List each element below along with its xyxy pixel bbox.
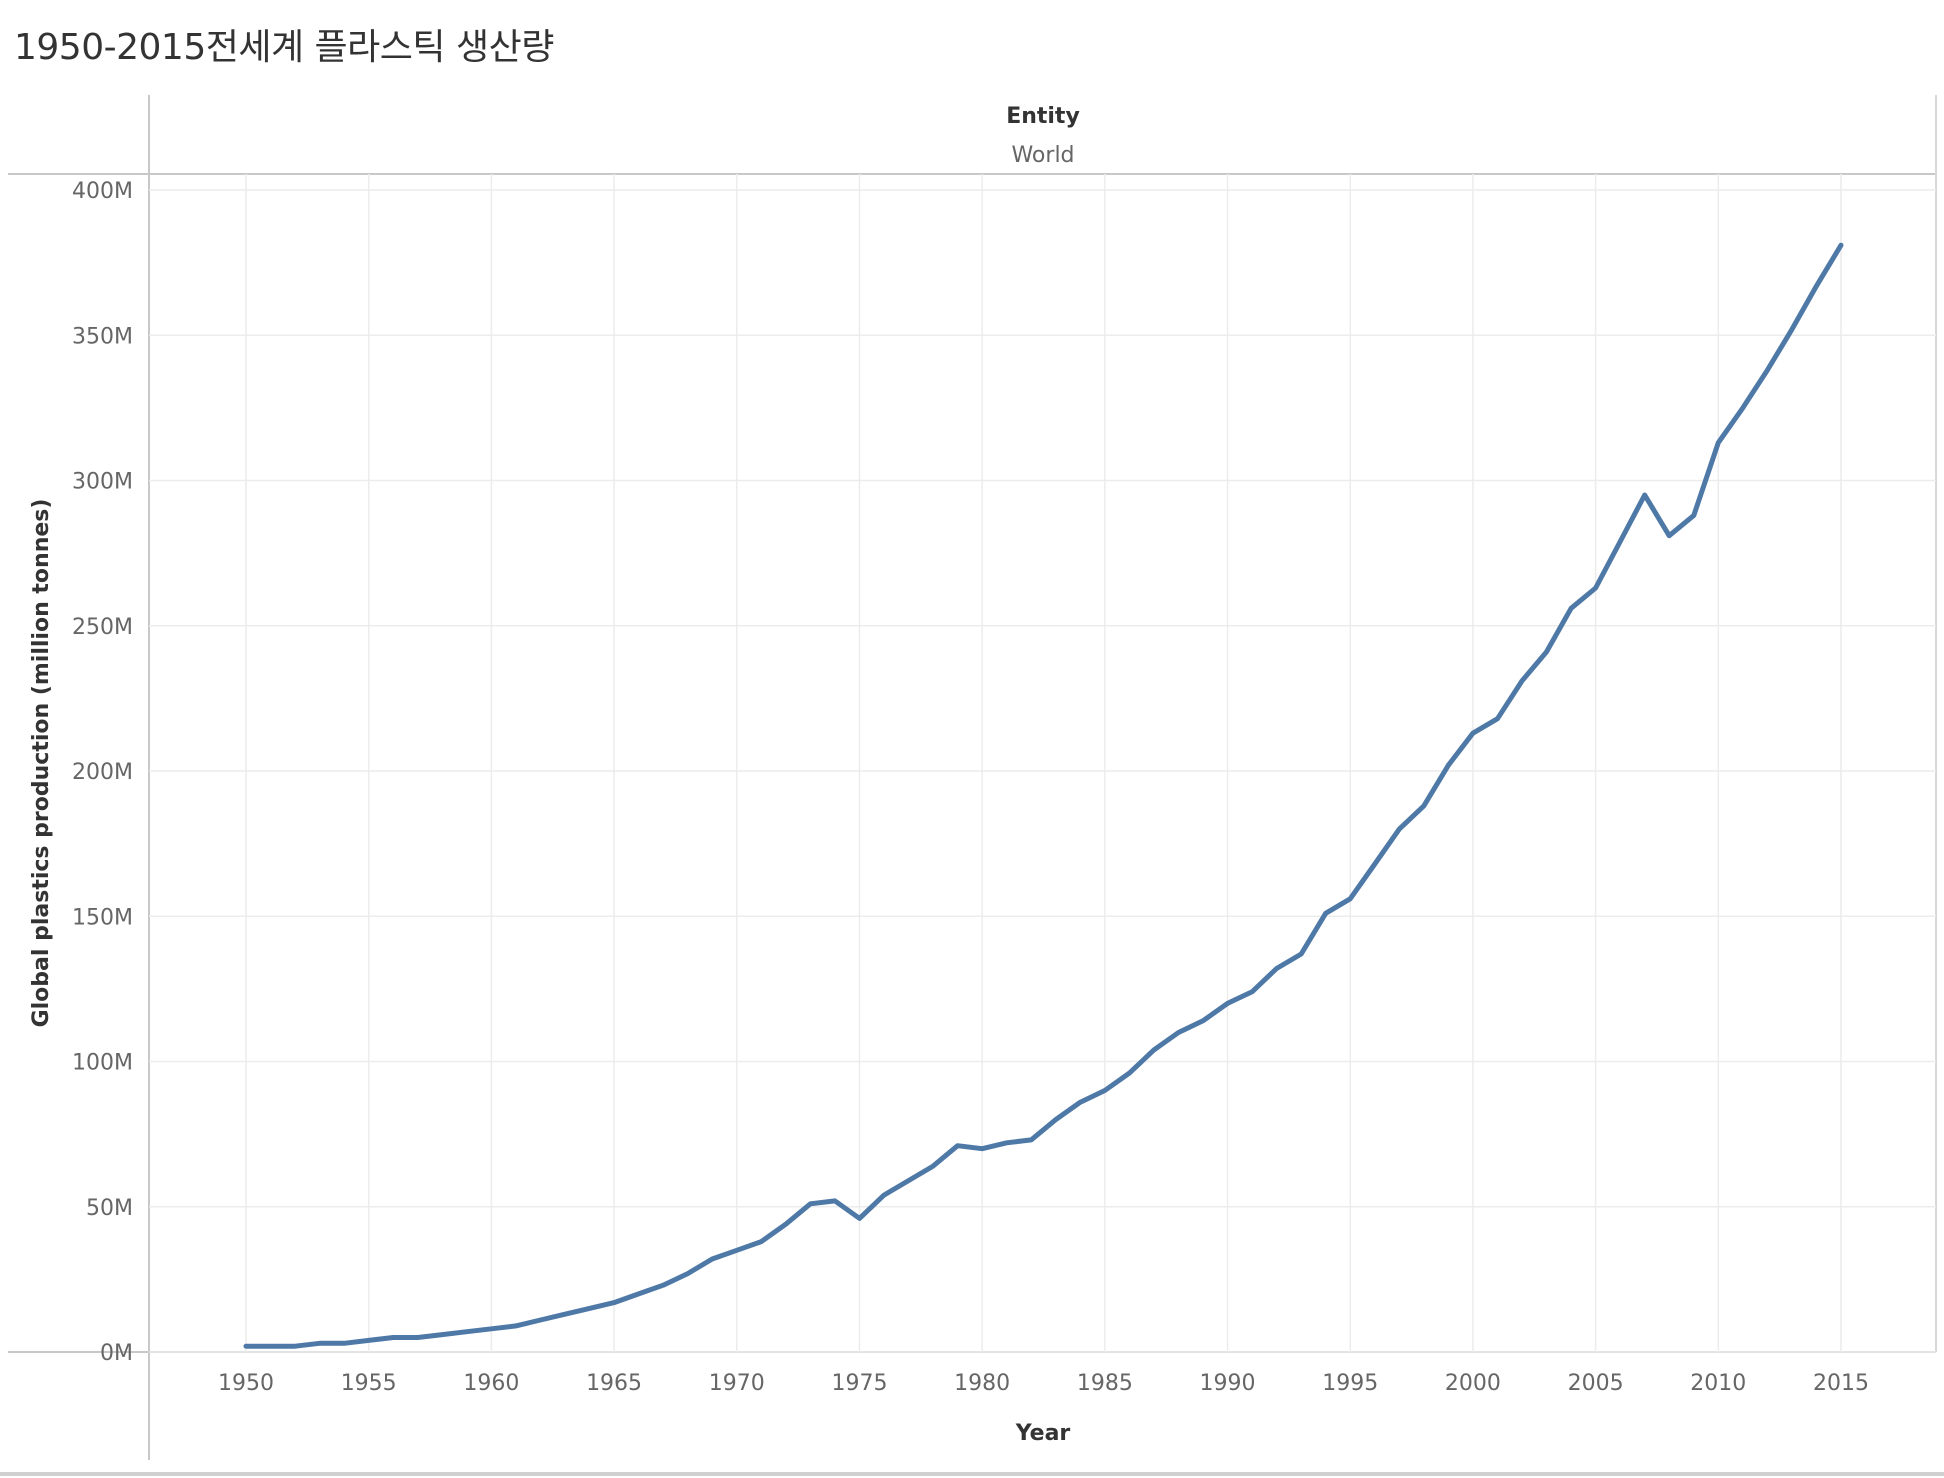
y-tick-label: 150M bbox=[72, 905, 133, 930]
x-tick-label: 1995 bbox=[1322, 1371, 1378, 1396]
series-line bbox=[243, 242, 1844, 1349]
x-tick-label: 2015 bbox=[1813, 1371, 1869, 1396]
x-tick-label: 1950 bbox=[218, 1371, 274, 1396]
x-tick-label: 1990 bbox=[1200, 1371, 1256, 1396]
header-field-label: Entity bbox=[1006, 104, 1080, 129]
x-tick-label: 1970 bbox=[709, 1371, 765, 1396]
x-tick-label: 2000 bbox=[1445, 1371, 1501, 1396]
grid bbox=[149, 174, 1936, 1353]
y-tick-label: 350M bbox=[72, 324, 133, 349]
x-tick-label: 1975 bbox=[831, 1371, 887, 1396]
y-tick-label: 50M bbox=[86, 1196, 133, 1221]
chart-title: 1950-2015전세계 플라스틱 생산량 bbox=[14, 27, 554, 68]
header-field-value: World bbox=[1011, 143, 1074, 168]
x-tick-label: 1960 bbox=[463, 1371, 519, 1396]
y-tick-label: 250M bbox=[72, 615, 133, 640]
x-tick-label: 2005 bbox=[1568, 1371, 1624, 1396]
series-group bbox=[243, 242, 1844, 1349]
y-axis-ticks: 0M 50M 100M 150M 200M 250M 300M 350M 400M bbox=[72, 179, 133, 1366]
y-tick-label: 200M bbox=[72, 760, 133, 785]
x-axis-ticks: 1950 1955 1960 1965 1970 1975 1980 1985 1990 1995… bbox=[218, 1371, 1869, 1396]
y-tick-label: 400M bbox=[72, 179, 133, 204]
y-tick-label: 0M bbox=[100, 1341, 133, 1366]
x-tick-label: 1955 bbox=[341, 1371, 397, 1396]
x-axis-title: Year bbox=[1015, 1421, 1071, 1446]
x-tick-label: 2010 bbox=[1690, 1371, 1746, 1396]
x-tick-label: 1980 bbox=[954, 1371, 1010, 1396]
y-tick-label: 100M bbox=[72, 1051, 133, 1076]
y-axis-title: Global plastics production (million tonn… bbox=[29, 499, 54, 1028]
y-tick-label: 300M bbox=[72, 470, 133, 495]
x-tick-label: 1985 bbox=[1077, 1371, 1133, 1396]
x-tick-label: 1965 bbox=[586, 1371, 642, 1396]
